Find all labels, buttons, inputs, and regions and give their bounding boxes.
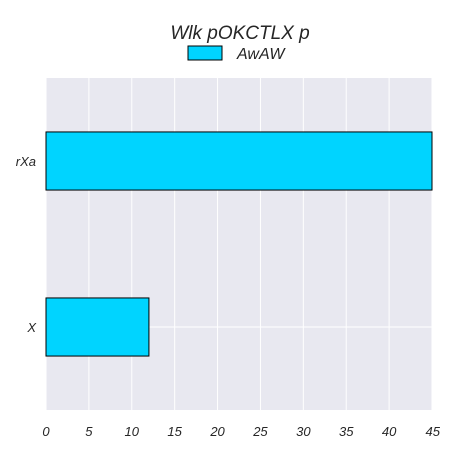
x-tick-label: 45 — [426, 424, 441, 439]
x-tick-label: 30 — [296, 424, 311, 439]
y-axis-ticks: rXa X — [16, 154, 38, 335]
x-tick-label: 0 — [42, 424, 50, 439]
bar — [46, 298, 149, 356]
chart-title: Wlk pOKCTLX p — [170, 23, 309, 44]
x-tick-label: 40 — [382, 424, 397, 439]
x-tick-label: 25 — [252, 424, 268, 439]
bar — [46, 132, 432, 190]
x-axis-ticks: 0 5 10 15 20 25 30 35 40 45 — [42, 424, 440, 439]
x-tick-label: 10 — [125, 424, 140, 439]
x-tick-label: 20 — [209, 424, 225, 439]
x-tick-label: 15 — [167, 424, 182, 439]
legend-swatch — [188, 46, 222, 60]
x-tick-label: 5 — [85, 424, 93, 439]
legend-label: AwAW — [236, 46, 286, 63]
x-tick-label: 35 — [339, 424, 354, 439]
y-tick-label: X — [26, 320, 37, 335]
y-tick-label: rXa — [16, 154, 36, 169]
legend: AwAW — [188, 46, 286, 63]
plot-area — [46, 78, 432, 410]
